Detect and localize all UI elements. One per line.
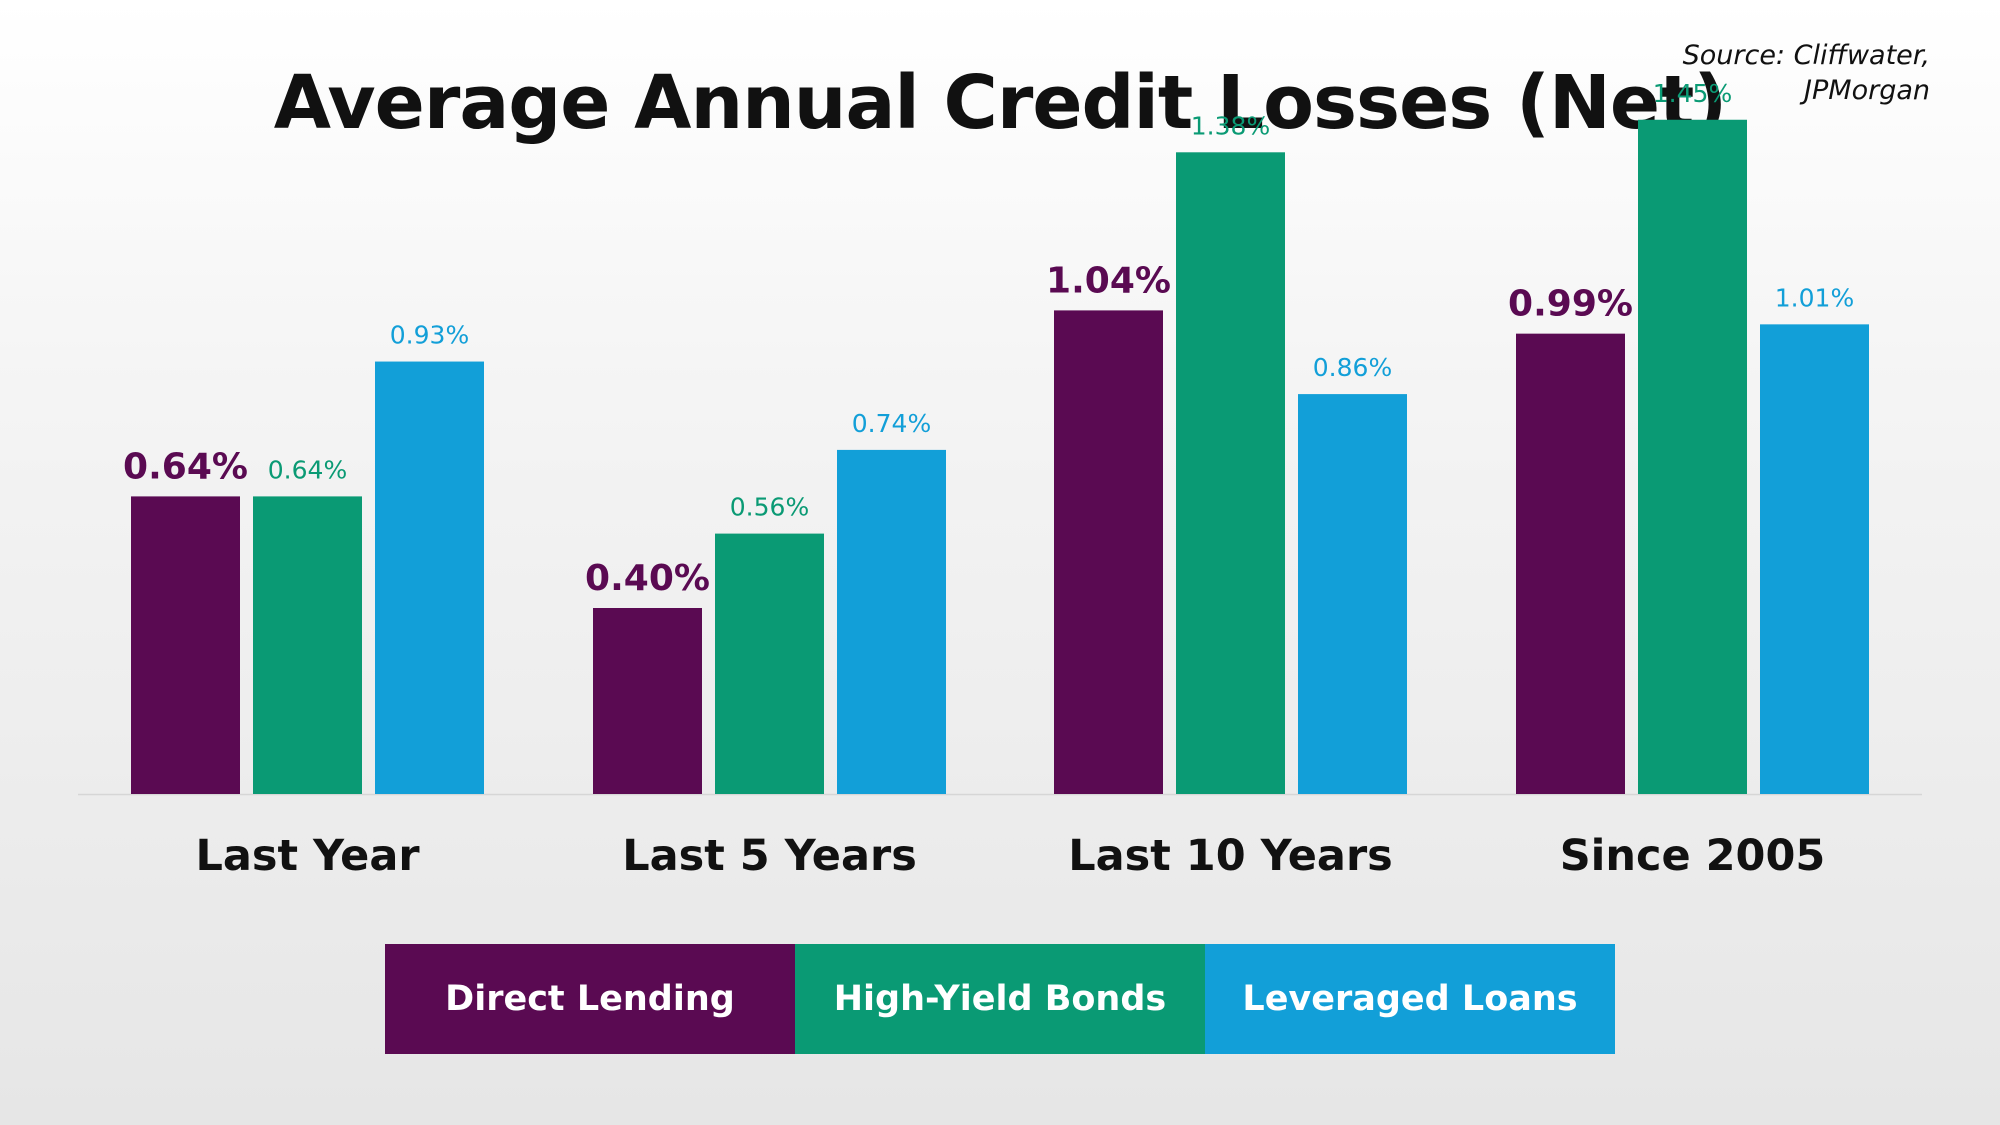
bar-high-yield-bonds-since-2005: [1638, 119, 1747, 794]
legend: Direct Lending High-Yield Bonds Leverage…: [385, 944, 1615, 1054]
data-label-leveraged-loans-last-year: 0.93%: [390, 321, 469, 350]
bar-high-yield-bonds-last-year: [253, 496, 362, 794]
bar-high-yield-bonds-last-10-years: [1176, 152, 1285, 795]
legend-label-direct-lending: Direct Lending: [445, 979, 735, 1019]
data-label-leveraged-loans-last-10-years: 0.86%: [1313, 353, 1392, 382]
data-label-high-yield-bonds-since-2005: 1.45%: [1653, 79, 1732, 108]
data-label-direct-lending-last-5-years: 0.40%: [585, 558, 710, 599]
data-label-leveraged-loans-last-5-years: 0.74%: [852, 409, 931, 438]
source-line-1: Source: Cliffwater,: [1682, 40, 1930, 71]
category-label-last-10-years: Last 10 Years: [1068, 831, 1393, 881]
bar-high-yield-bonds-last-5-years: [715, 533, 824, 794]
legend-label-high-yield-bonds: High-Yield Bonds: [833, 979, 1167, 1019]
data-label-direct-lending-since-2005: 0.99%: [1508, 284, 1633, 325]
category-label-last-5-years: Last 5 Years: [622, 831, 917, 881]
source-note: Source: Cliffwater, JPMorgan: [1683, 38, 1930, 108]
bar-leveraged-loans-last-5-years: [837, 449, 946, 794]
source-line-2: JPMorgan: [1804, 75, 1930, 106]
bar-direct-lending-last-year: [131, 496, 240, 794]
legend-item-leveraged-loans: Leveraged Loans: [1205, 944, 1615, 1054]
data-label-leveraged-loans-since-2005: 1.01%: [1775, 283, 1854, 312]
bar-direct-lending-last-10-years: [1054, 310, 1163, 794]
category-label-since-2005: Since 2005: [1560, 831, 1826, 881]
data-label-high-yield-bonds-last-5-years: 0.56%: [730, 493, 809, 522]
data-label-direct-lending-last-10-years: 1.04%: [1046, 260, 1171, 301]
bar-leveraged-loans-since-2005: [1760, 324, 1869, 794]
data-label-direct-lending-last-year: 0.64%: [123, 446, 248, 487]
bar-direct-lending-last-5-years: [593, 608, 702, 794]
chart-title: Average Annual Credit Losses (Net): [273, 60, 1727, 146]
legend-label-leveraged-loans: Leveraged Loans: [1242, 979, 1578, 1019]
data-label-high-yield-bonds-last-10-years: 1.38%: [1191, 111, 1270, 140]
data-label-high-yield-bonds-last-year: 0.64%: [268, 455, 347, 484]
legend-item-high-yield-bonds: High-Yield Bonds: [795, 944, 1205, 1054]
category-label-last-year: Last Year: [195, 831, 420, 881]
bar-leveraged-loans-last-year: [375, 361, 484, 794]
bar-leveraged-loans-last-10-years: [1298, 394, 1407, 794]
bar-direct-lending-since-2005: [1516, 333, 1625, 794]
legend-item-direct-lending: Direct Lending: [385, 944, 795, 1054]
